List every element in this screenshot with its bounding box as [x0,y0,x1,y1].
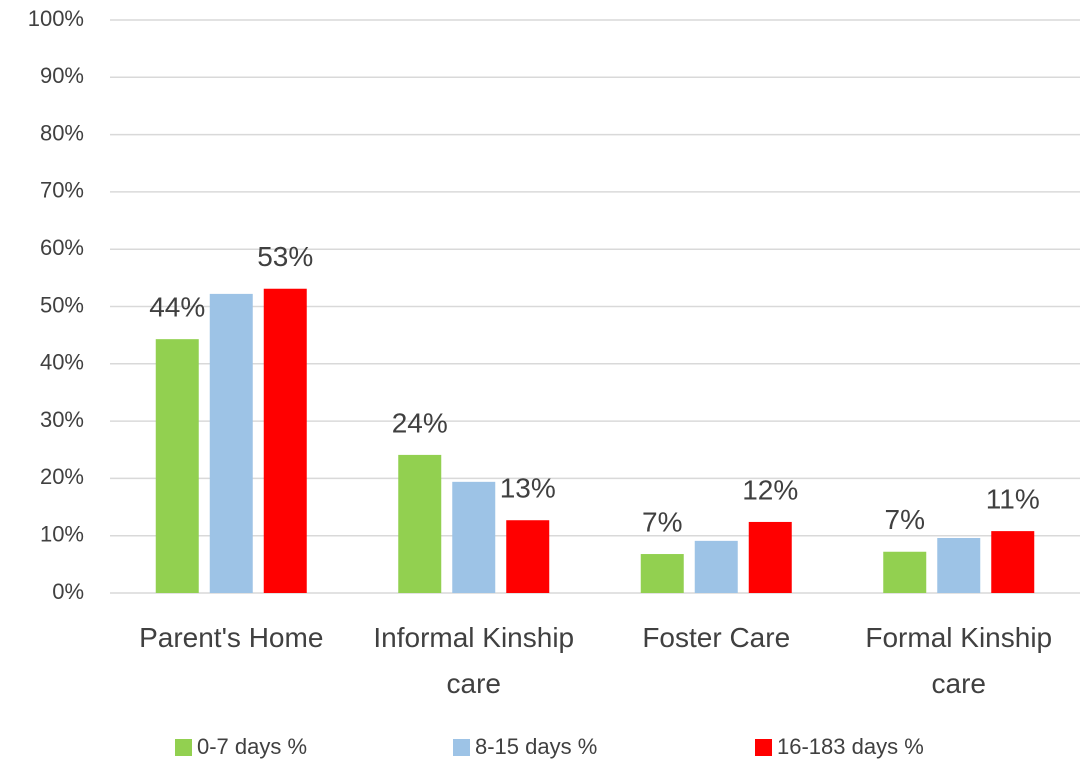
bar [155,339,199,593]
y-tick-label: 60% [40,235,84,260]
legend-label: 16-183 days % [777,734,924,759]
y-tick-label: 80% [40,120,84,145]
bar [991,531,1035,593]
y-tick-label: 20% [40,464,84,489]
y-tick-label: 100% [28,6,84,31]
x-tick-label: Parent's Home [139,622,323,653]
bar [883,551,927,593]
bar [209,293,253,593]
x-tick-label: Formal Kinship care [865,622,1052,699]
bar [640,554,684,593]
data-label: 13% [500,473,556,504]
y-tick-label: 50% [40,292,84,317]
y-tick-label: 90% [40,63,84,88]
x-tick-label: Informal Kinship care [373,622,574,699]
legend-swatch [453,739,470,756]
bar [452,481,496,593]
bar [694,540,738,593]
y-tick-label: 0% [52,579,84,604]
data-label: 24% [392,407,448,438]
bar [937,537,981,593]
legend-label: 0-7 days % [197,734,307,759]
data-label: 53% [257,241,313,272]
data-label: 11% [986,484,1040,515]
bar [398,454,442,593]
x-tick-label: Foster Care [642,622,790,653]
y-tick-label: 40% [40,350,84,375]
bar [748,521,792,593]
data-label: 12% [742,474,798,505]
y-tick-label: 30% [40,407,84,432]
legend-label: 8-15 days % [475,734,597,759]
data-label: 44% [149,292,205,323]
legend-swatch [175,739,192,756]
data-label: 7% [642,506,682,537]
y-tick-label: 10% [40,522,84,547]
data-label: 7% [885,504,925,535]
y-tick-label: 70% [40,178,84,203]
legend-swatch [755,739,772,756]
bar [263,288,307,593]
bar [506,520,550,593]
